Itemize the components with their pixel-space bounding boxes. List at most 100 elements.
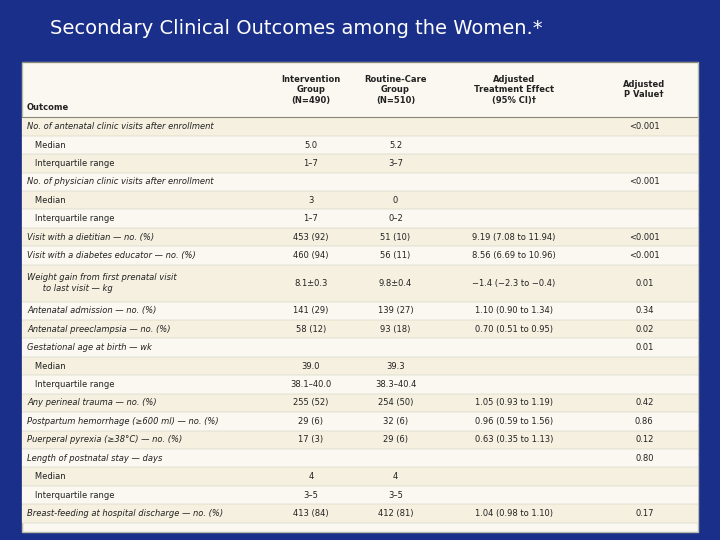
- Bar: [22, 173, 698, 191]
- Text: 453 (92): 453 (92): [293, 233, 329, 241]
- Text: 32 (6): 32 (6): [383, 417, 408, 426]
- Text: Visit with a diabetes educator — no. (%): Visit with a diabetes educator — no. (%): [27, 251, 196, 260]
- Text: 0.80: 0.80: [635, 454, 654, 463]
- Text: 29 (6): 29 (6): [383, 435, 408, 444]
- Text: 0–2: 0–2: [388, 214, 403, 223]
- Text: Antenatal preeclampsia — no. (%): Antenatal preeclampsia — no. (%): [27, 325, 171, 334]
- Bar: [22, 339, 698, 357]
- Text: 139 (27): 139 (27): [378, 306, 413, 315]
- Text: 1.10 (0.90 to 1.34): 1.10 (0.90 to 1.34): [475, 306, 553, 315]
- Bar: [22, 228, 698, 246]
- Text: 0.63 (0.35 to 1.13): 0.63 (0.35 to 1.13): [474, 435, 553, 444]
- Text: 413 (84): 413 (84): [293, 509, 329, 518]
- Text: 38.3–40.4: 38.3–40.4: [375, 380, 416, 389]
- Text: <0.001: <0.001: [629, 122, 660, 131]
- Text: Secondary Clinical Outcomes among the Women.*: Secondary Clinical Outcomes among the Wo…: [50, 19, 543, 38]
- Text: 0.86: 0.86: [635, 417, 654, 426]
- Bar: [22, 154, 698, 173]
- Text: Weight gain from first prenatal visit
      to last visit — kg: Weight gain from first prenatal visit to…: [27, 273, 176, 293]
- Text: <0.001: <0.001: [629, 251, 660, 260]
- Bar: [22, 375, 698, 394]
- Bar: [22, 320, 698, 339]
- Text: Interquartile range: Interquartile range: [27, 490, 114, 500]
- Text: Antenatal admission — no. (%): Antenatal admission — no. (%): [27, 306, 156, 315]
- Bar: [22, 265, 698, 302]
- Text: 0.42: 0.42: [635, 399, 654, 408]
- Text: 254 (50): 254 (50): [378, 399, 413, 408]
- Text: 1.04 (0.98 to 1.10): 1.04 (0.98 to 1.10): [475, 509, 553, 518]
- Text: Interquartile range: Interquartile range: [27, 214, 114, 223]
- Text: 9.8±0.4: 9.8±0.4: [379, 279, 412, 288]
- Text: 5.2: 5.2: [389, 140, 402, 150]
- Text: Length of postnatal stay — days: Length of postnatal stay — days: [27, 454, 163, 463]
- Text: 0.34: 0.34: [635, 306, 654, 315]
- Bar: [22, 394, 698, 412]
- Text: 17 (3): 17 (3): [298, 435, 323, 444]
- Text: 3–7: 3–7: [388, 159, 403, 168]
- Text: 8.56 (6.69 to 10.96): 8.56 (6.69 to 10.96): [472, 251, 556, 260]
- Text: 38.1–40.0: 38.1–40.0: [290, 380, 331, 389]
- Text: 0.12: 0.12: [635, 435, 654, 444]
- Bar: [22, 430, 698, 449]
- Text: Median: Median: [27, 140, 66, 150]
- Text: Gestational age at birth — wk: Gestational age at birth — wk: [27, 343, 152, 352]
- Bar: [22, 486, 698, 504]
- Text: 0.70 (0.51 to 0.95): 0.70 (0.51 to 0.95): [475, 325, 553, 334]
- Text: 56 (11): 56 (11): [380, 251, 410, 260]
- Text: 39.0: 39.0: [302, 362, 320, 370]
- Text: 51 (10): 51 (10): [380, 233, 410, 241]
- Text: Median: Median: [27, 362, 66, 370]
- Text: 0.01: 0.01: [635, 279, 654, 288]
- Text: −1.4 (−2.3 to −0.4): −1.4 (−2.3 to −0.4): [472, 279, 556, 288]
- Text: Visit with a dietitian — no. (%): Visit with a dietitian — no. (%): [27, 233, 154, 241]
- Bar: [22, 449, 698, 468]
- Text: Median: Median: [27, 196, 66, 205]
- Text: Median: Median: [27, 472, 66, 481]
- Bar: [22, 468, 698, 486]
- Bar: [22, 504, 698, 523]
- Text: Interquartile range: Interquartile range: [27, 159, 114, 168]
- Text: Adjusted
P Value†: Adjusted P Value†: [623, 80, 665, 99]
- Bar: [22, 302, 698, 320]
- Text: 1–7: 1–7: [304, 159, 318, 168]
- Text: 9.19 (7.08 to 11.94): 9.19 (7.08 to 11.94): [472, 233, 556, 241]
- Text: 5.0: 5.0: [305, 140, 318, 150]
- Bar: [22, 357, 698, 375]
- Text: 93 (18): 93 (18): [380, 325, 410, 334]
- Bar: [22, 246, 698, 265]
- Text: <0.001: <0.001: [629, 177, 660, 186]
- Text: 3: 3: [308, 196, 314, 205]
- Text: No. of antenatal clinic visits after enrollment: No. of antenatal clinic visits after enr…: [27, 122, 214, 131]
- Text: Any perineal trauma — no. (%): Any perineal trauma — no. (%): [27, 399, 157, 408]
- Text: Routine-Care
Group
(N=510): Routine-Care Group (N=510): [364, 75, 427, 105]
- Text: 8.1±0.3: 8.1±0.3: [294, 279, 328, 288]
- Text: 4: 4: [308, 472, 313, 481]
- Text: 3–5: 3–5: [388, 490, 403, 500]
- Text: 1–7: 1–7: [304, 214, 318, 223]
- Text: 39.3: 39.3: [386, 362, 405, 370]
- Text: 460 (94): 460 (94): [293, 251, 329, 260]
- Text: Puerperal pyrexia (≥38°C) — no. (%): Puerperal pyrexia (≥38°C) — no. (%): [27, 435, 182, 444]
- Text: 141 (29): 141 (29): [293, 306, 328, 315]
- Text: 0.17: 0.17: [635, 509, 654, 518]
- Text: No. of physician clinic visits after enrollment: No. of physician clinic visits after enr…: [27, 177, 214, 186]
- Bar: [22, 136, 698, 154]
- Text: 1.05 (0.93 to 1.19): 1.05 (0.93 to 1.19): [475, 399, 553, 408]
- Text: Adjusted
Treatment Effect
(95% CI)†: Adjusted Treatment Effect (95% CI)†: [474, 75, 554, 105]
- Text: 0.96 (0.59 to 1.56): 0.96 (0.59 to 1.56): [475, 417, 553, 426]
- Bar: [22, 117, 698, 136]
- Text: Interquartile range: Interquartile range: [27, 380, 114, 389]
- Bar: [22, 412, 698, 430]
- Text: Outcome: Outcome: [27, 103, 69, 112]
- Text: Intervention
Group
(N=490): Intervention Group (N=490): [282, 75, 341, 105]
- Text: 0.01: 0.01: [635, 343, 654, 352]
- Text: 0: 0: [393, 196, 398, 205]
- Text: Postpartum hemorrhage (≥600 ml) — no. (%): Postpartum hemorrhage (≥600 ml) — no. (%…: [27, 417, 219, 426]
- Text: 3–5: 3–5: [304, 490, 318, 500]
- Text: <0.001: <0.001: [629, 233, 660, 241]
- Text: Breast-feeding at hospital discharge — no. (%): Breast-feeding at hospital discharge — n…: [27, 509, 223, 518]
- Text: 58 (12): 58 (12): [296, 325, 326, 334]
- Text: 0.02: 0.02: [635, 325, 654, 334]
- Text: 4: 4: [393, 472, 398, 481]
- Bar: [22, 210, 698, 228]
